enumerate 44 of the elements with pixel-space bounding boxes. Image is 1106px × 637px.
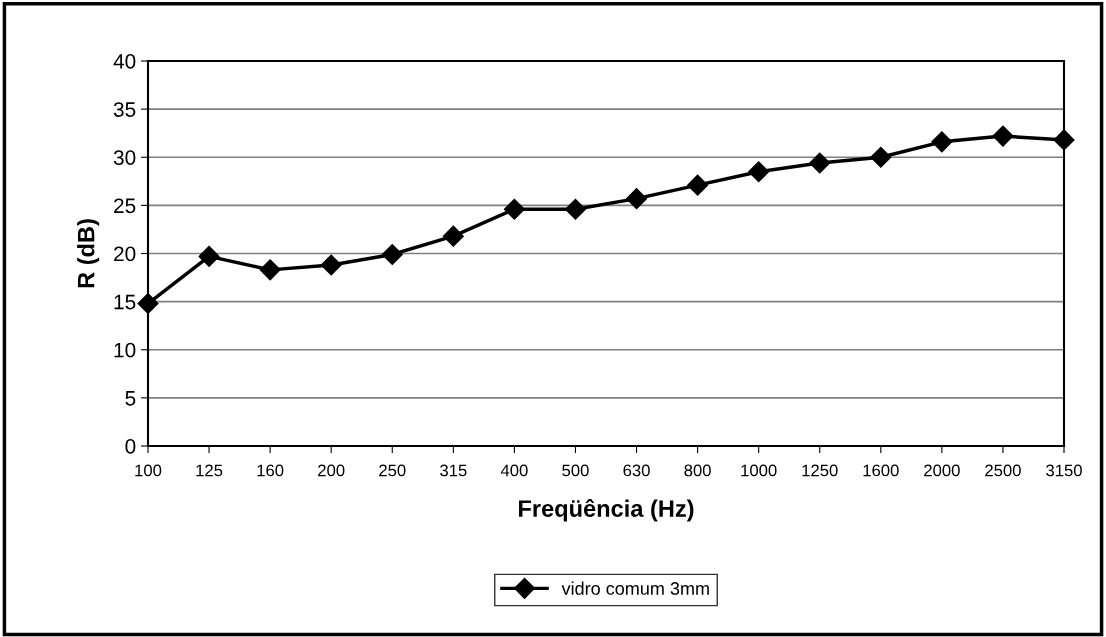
x-tick-label: 2500 (985, 464, 1021, 477)
y-axis-title: R (dB) (77, 219, 100, 288)
x-tick-label: 1600 (863, 464, 899, 477)
point (564, 198, 586, 220)
point (442, 225, 464, 247)
point (1053, 129, 1075, 151)
y-tick-label: 5 (125, 391, 136, 406)
y-tick-label: 25 (114, 198, 136, 214)
x-tick-label: 800 (684, 464, 711, 477)
legend-label: vidro comum 3mm (561, 581, 709, 595)
point (687, 174, 709, 196)
point (320, 254, 342, 276)
x-tick-label: 3150 (1046, 464, 1082, 477)
x-tick-label: 100 (135, 464, 162, 477)
y-tick-label: 35 (113, 102, 136, 117)
point (259, 259, 281, 281)
point (137, 293, 159, 315)
y-tick-label: 30 (113, 150, 136, 165)
y-tick-label: 10 (114, 342, 136, 358)
point (503, 198, 525, 220)
x-tick-label: 1250 (802, 464, 838, 477)
point (626, 188, 648, 210)
point (748, 161, 770, 183)
x-tick-label: 2000 (924, 464, 960, 477)
x-tick-label: 250 (379, 464, 406, 477)
point (381, 243, 403, 265)
y-tick-label: 40 (113, 54, 136, 69)
point (992, 125, 1014, 147)
x-axis-title: Freqüência (Hz) (519, 499, 694, 522)
x-tick-label: 630 (623, 464, 650, 477)
point (931, 131, 953, 153)
x-tick-label: 315 (440, 464, 467, 477)
x-tick-label: 500 (562, 464, 589, 477)
y-tick-label: 15 (114, 294, 136, 310)
y-tick-label: 0 (125, 439, 136, 454)
x-tick-label: 200 (318, 464, 345, 477)
point (198, 245, 220, 267)
point (870, 146, 892, 168)
x-tick-label: 400 (500, 464, 528, 477)
point (809, 152, 831, 174)
x-tick-label: 125 (196, 464, 223, 477)
x-tick-label: 1000 (741, 464, 777, 477)
x-tick-label: 160 (257, 464, 284, 477)
y-tick-label: 20 (114, 246, 136, 262)
